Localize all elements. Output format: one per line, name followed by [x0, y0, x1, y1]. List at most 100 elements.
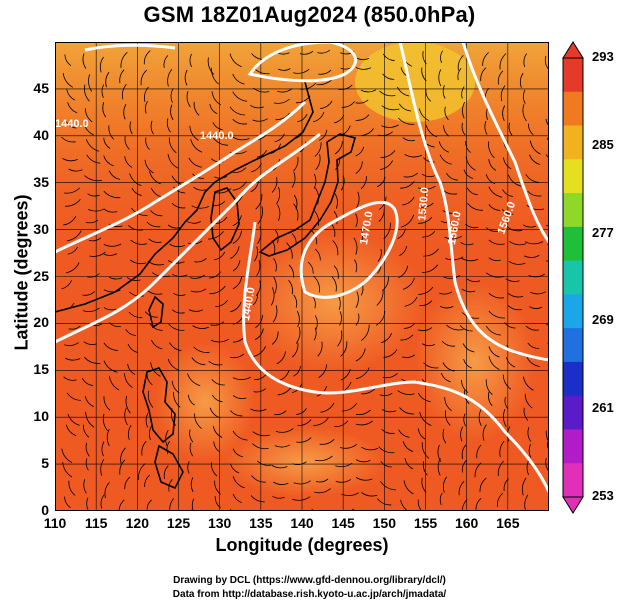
streamline	[191, 205, 209, 209]
streamline	[402, 441, 414, 452]
streamline	[422, 231, 436, 238]
streamline	[442, 210, 460, 214]
streamline	[397, 390, 415, 395]
streamline	[100, 494, 105, 509]
streamline	[422, 264, 439, 273]
streamline	[488, 346, 500, 358]
streamline	[299, 50, 314, 55]
streamline	[66, 230, 82, 242]
streamline	[508, 122, 513, 136]
streamline	[496, 492, 504, 507]
streamline	[170, 104, 174, 121]
streamline	[119, 69, 125, 84]
height-contour	[84, 43, 176, 52]
colorbar-segment	[563, 395, 583, 430]
y-tick-label: 25	[33, 267, 49, 284]
streamline	[171, 202, 186, 209]
colorbar-label: 261	[592, 400, 614, 416]
temperature-warm-region	[225, 427, 385, 497]
x-axis-title: Longitude (degrees)	[215, 535, 389, 555]
streamline	[253, 388, 266, 393]
streamline	[186, 91, 191, 108]
streamline	[320, 402, 335, 413]
streamline	[398, 265, 409, 279]
streamline	[214, 188, 232, 194]
streamline	[315, 478, 329, 483]
streamline	[129, 259, 147, 265]
streamline	[167, 358, 179, 371]
map-title: GSM 18Z01Aug2024 (850.0hPa)	[143, 2, 476, 27]
streamline	[361, 446, 379, 451]
streamline	[230, 246, 240, 260]
streamline	[527, 190, 542, 197]
streamline	[488, 292, 504, 299]
streamline	[124, 136, 130, 150]
streamline	[379, 90, 396, 97]
streamline	[399, 407, 415, 415]
streamline	[270, 287, 275, 306]
height-contour	[242, 221, 549, 493]
temperature-warm-region	[245, 232, 425, 372]
streamline	[100, 458, 105, 476]
streamline	[404, 296, 418, 307]
streamline	[141, 441, 147, 456]
streamline	[296, 310, 300, 328]
streamline	[83, 341, 97, 345]
streamline	[313, 327, 317, 341]
streamline	[252, 443, 269, 450]
streamline	[442, 85, 446, 99]
streamline	[271, 464, 288, 469]
height-contour	[55, 100, 307, 254]
streamline	[340, 341, 348, 357]
streamline	[497, 460, 504, 477]
streamline	[334, 193, 338, 209]
streamline	[355, 146, 365, 157]
streamline	[194, 413, 202, 429]
streamline	[399, 246, 408, 256]
x-tick-label: 130	[207, 515, 232, 531]
streamline	[190, 477, 194, 493]
streamline	[339, 125, 351, 137]
colorbar-segment	[563, 193, 583, 228]
streamline	[332, 240, 339, 256]
streamline	[62, 73, 73, 88]
streamline	[212, 122, 223, 131]
streamline	[187, 394, 195, 406]
streamline	[131, 187, 142, 196]
streamline	[355, 313, 360, 326]
streamline	[475, 497, 482, 511]
y-tick-label: 20	[33, 314, 49, 331]
streamline	[295, 326, 301, 344]
streamline	[355, 161, 363, 175]
streamline	[61, 448, 73, 463]
streamline	[66, 89, 75, 101]
streamline	[271, 177, 278, 193]
map-canvas	[55, 42, 549, 511]
streamline	[184, 69, 188, 86]
streamline	[478, 409, 482, 426]
colorbar-segment	[563, 463, 583, 498]
streamline	[462, 101, 466, 119]
streamline	[437, 444, 442, 462]
streamline	[361, 492, 378, 497]
x-tick-label: 160	[454, 515, 479, 531]
streamline	[166, 118, 171, 133]
streamline	[485, 325, 502, 336]
streamline	[272, 305, 278, 323]
streamline	[173, 391, 181, 408]
streamline	[360, 228, 364, 243]
streamline	[546, 323, 549, 326]
streamline	[461, 460, 467, 473]
streamline	[546, 260, 549, 262]
streamline	[380, 481, 397, 491]
colorbar-label: 253	[592, 488, 614, 503]
streamline	[444, 235, 463, 240]
streamline	[400, 214, 415, 228]
streamline	[169, 243, 186, 248]
streamline	[62, 158, 78, 162]
philippines-coastline	[154, 444, 184, 490]
streamline	[504, 397, 509, 410]
streamline	[232, 91, 248, 102]
streamline	[488, 186, 503, 198]
streamline	[103, 155, 114, 167]
